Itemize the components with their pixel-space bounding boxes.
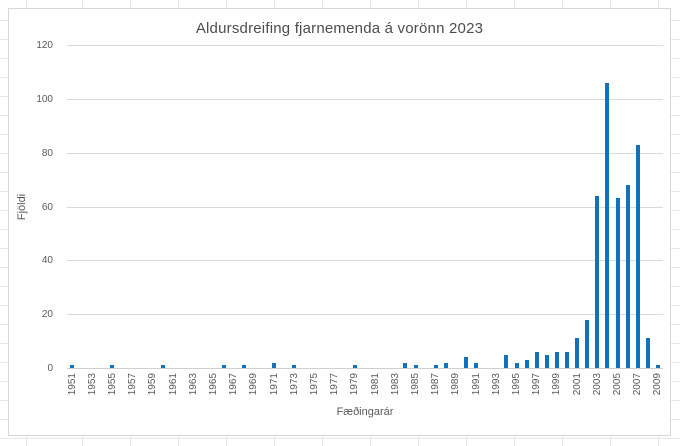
x-tick-label: 1979 [349,373,361,396]
gridline [67,98,663,100]
bar-2005 [615,198,620,368]
x-tick-label: 1973 [288,373,300,396]
bar-2007 [635,144,640,368]
x-tick-label: 1971 [268,373,280,396]
bar-1951 [70,365,75,368]
y-tick-label: 100 [36,93,53,105]
bar-1995 [514,362,519,368]
x-tick-label: 1951 [66,373,78,396]
x-tick-label: 1997 [531,373,543,396]
y-tick-label: 60 [41,201,53,213]
x-tick-label: 2007 [632,373,644,396]
x-axis-tick-labels: 1951 1953 1955 1957 1959 1961 1963 1965 1967 1969… [66,373,664,403]
y-axis-tick-labels: 0 20 40 60 80 100 120 [21,40,53,374]
x-tick-label: 2009 [652,373,664,396]
bar-2003 [595,195,600,368]
bar-1984 [403,362,408,368]
x-tick-label: 1989 [450,373,462,396]
bar-1966 [221,365,226,368]
bar-1990 [464,357,469,368]
bar-2004 [605,82,610,368]
x-tick-label: 1963 [187,373,199,396]
x-tick-label: 1953 [86,373,98,396]
x-tick-label: 1959 [147,373,159,396]
chart-title: Aldursdreifing fjarnemenda á vorönn 2023 [195,20,484,37]
x-axis-line [67,368,663,369]
y-tick-label: 80 [41,147,53,159]
bar-2009 [655,365,660,368]
y-tick-label: 0 [47,363,53,374]
gridline [67,260,663,262]
bar-1955 [110,365,115,368]
x-tick-label: 2005 [612,373,624,396]
x-tick-label: 2003 [591,373,603,396]
gridline [67,206,663,208]
x-tick-label: 1991 [470,373,482,396]
bar-1999 [554,351,559,368]
x-tick-label: 1985 [410,373,421,396]
gridline [67,152,663,154]
bar-1960 [160,365,165,368]
bar-1996 [524,359,529,368]
bar-1997 [534,351,539,368]
bar-1987 [433,365,438,368]
x-tick-label: 1983 [389,373,401,396]
bar-1994 [504,354,509,368]
bar-2002 [585,319,590,368]
x-tick-label: 1987 [430,373,442,396]
bar-2000 [565,351,570,368]
y-tick-label: 120 [36,40,53,51]
x-tick-label: 1965 [207,373,219,396]
bar-1991 [474,362,479,368]
x-tick-label: 1955 [106,373,118,396]
y-tick-label: 40 [41,255,53,267]
y-tick-label: 20 [41,309,53,321]
x-tick-label: 1981 [369,373,381,396]
x-tick-label: 1995 [511,373,523,396]
bar-1998 [544,354,549,368]
gridline [67,314,663,316]
bar-1971 [272,362,277,368]
x-tick-label: 1967 [228,373,240,396]
bar-2008 [645,338,650,368]
x-tick-label: 1969 [248,373,260,396]
bar-2001 [575,338,580,368]
plot-area [67,45,663,369]
bar-1985 [413,365,418,368]
bar-1973 [292,365,297,368]
bar-2006 [625,184,630,368]
x-tick-label: 1975 [308,373,320,396]
bar-1968 [241,365,246,368]
x-axis-title: Fæðingarár [336,406,394,418]
bar-1979 [352,365,357,368]
gridline [67,45,663,46]
x-tick-label: 1999 [551,373,563,396]
x-tick-label: 1977 [329,373,341,396]
bar-1988 [443,362,448,368]
x-tick-label: 2001 [571,373,583,396]
x-tick-label: 1993 [490,373,502,396]
x-tick-label: 1961 [167,373,179,396]
chart[interactable]: Aldursdreifing fjarnemenda á vorönn 2023… [8,8,671,436]
x-tick-label: 1957 [127,373,139,396]
